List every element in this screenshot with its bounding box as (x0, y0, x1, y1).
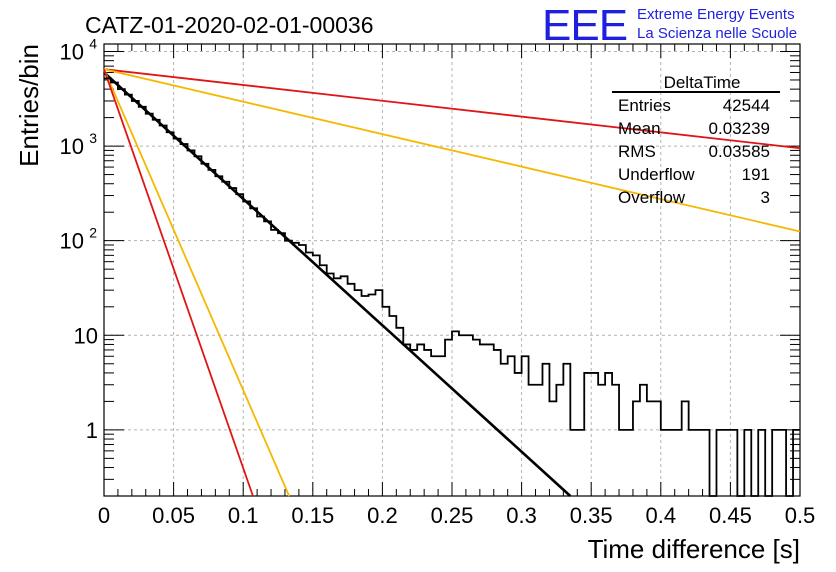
y-tick-label: 10 (60, 134, 84, 159)
eee-logo-line1: Extreme Energy Events (637, 6, 795, 23)
stats-row-label: RMS (618, 142, 656, 161)
y-tick-label: 10 (74, 323, 98, 348)
x-tick-label: 0.2 (367, 503, 398, 528)
x-tick-label: 0.05 (152, 503, 195, 528)
fit-line-red (103, 68, 254, 497)
x-tick-label: 0.25 (431, 503, 474, 528)
stats-row-value: 0.03585 (709, 142, 770, 161)
y-tick-exponent: 4 (89, 35, 97, 51)
x-tick-label: 0.35 (570, 503, 613, 528)
stats-row-value: 42544 (723, 96, 770, 115)
y-tick-exponent: 2 (89, 225, 97, 241)
x-axis-label: Time difference [s] (588, 534, 800, 564)
grid-lines (104, 44, 800, 496)
stats-row-value: 3 (761, 188, 770, 207)
y-tick-label: 10 (60, 39, 84, 64)
eee-logo-text: EEE (542, 1, 627, 50)
stats-row-label: Overflow (618, 188, 686, 207)
fit-line-orange (103, 68, 801, 233)
eee-logo-line2: La Scienza nelle Scuole (637, 25, 797, 42)
stats-row-label: Mean (618, 119, 661, 138)
y-tick-label: 1 (86, 418, 98, 443)
x-tick-label: 0.1 (228, 503, 259, 528)
fit-line-red (103, 68, 801, 150)
y-axis-ticks: 1 10 10 2 10 3 10 4 (60, 35, 800, 497)
stats-row-label: Underflow (618, 165, 695, 184)
y-axis-label: Entries/bin (14, 44, 44, 167)
x-tick-label: 0.15 (291, 503, 334, 528)
stats-box: DeltaTime Entries 42544 Mean 0.03239 RMS 0.03… (612, 73, 780, 207)
stats-row-label: Entries (618, 96, 671, 115)
stats-row-value: 191 (742, 165, 770, 184)
fit-line-orange (103, 68, 290, 497)
stats-box-title: DeltaTime (664, 73, 741, 92)
x-tick-label: 0.3 (506, 503, 537, 528)
x-tick-label: 0 (98, 503, 110, 528)
plot-frame (103, 43, 801, 497)
histogram-series (104, 77, 800, 497)
run-title: CATZ-01-2020-02-01-00036 (85, 12, 374, 38)
eee-logo: EEE Extreme Energy Events La Scienza nel… (542, 1, 797, 50)
x-tick-label: 0.45 (709, 503, 752, 528)
y-tick-exponent: 3 (89, 130, 97, 146)
x-tick-label: 0.4 (646, 503, 677, 528)
x-tick-label: 0.5 (785, 503, 816, 528)
fit-line-black (103, 71, 572, 497)
fit-curves (103, 68, 801, 497)
y-tick-label: 10 (60, 229, 84, 254)
x-axis-ticks: 0 0.05 0.1 0.15 0.2 0.25 0.3 0.35 0.4 0.45 0.5 (98, 44, 815, 528)
stats-row-value: 0.03239 (709, 119, 770, 138)
